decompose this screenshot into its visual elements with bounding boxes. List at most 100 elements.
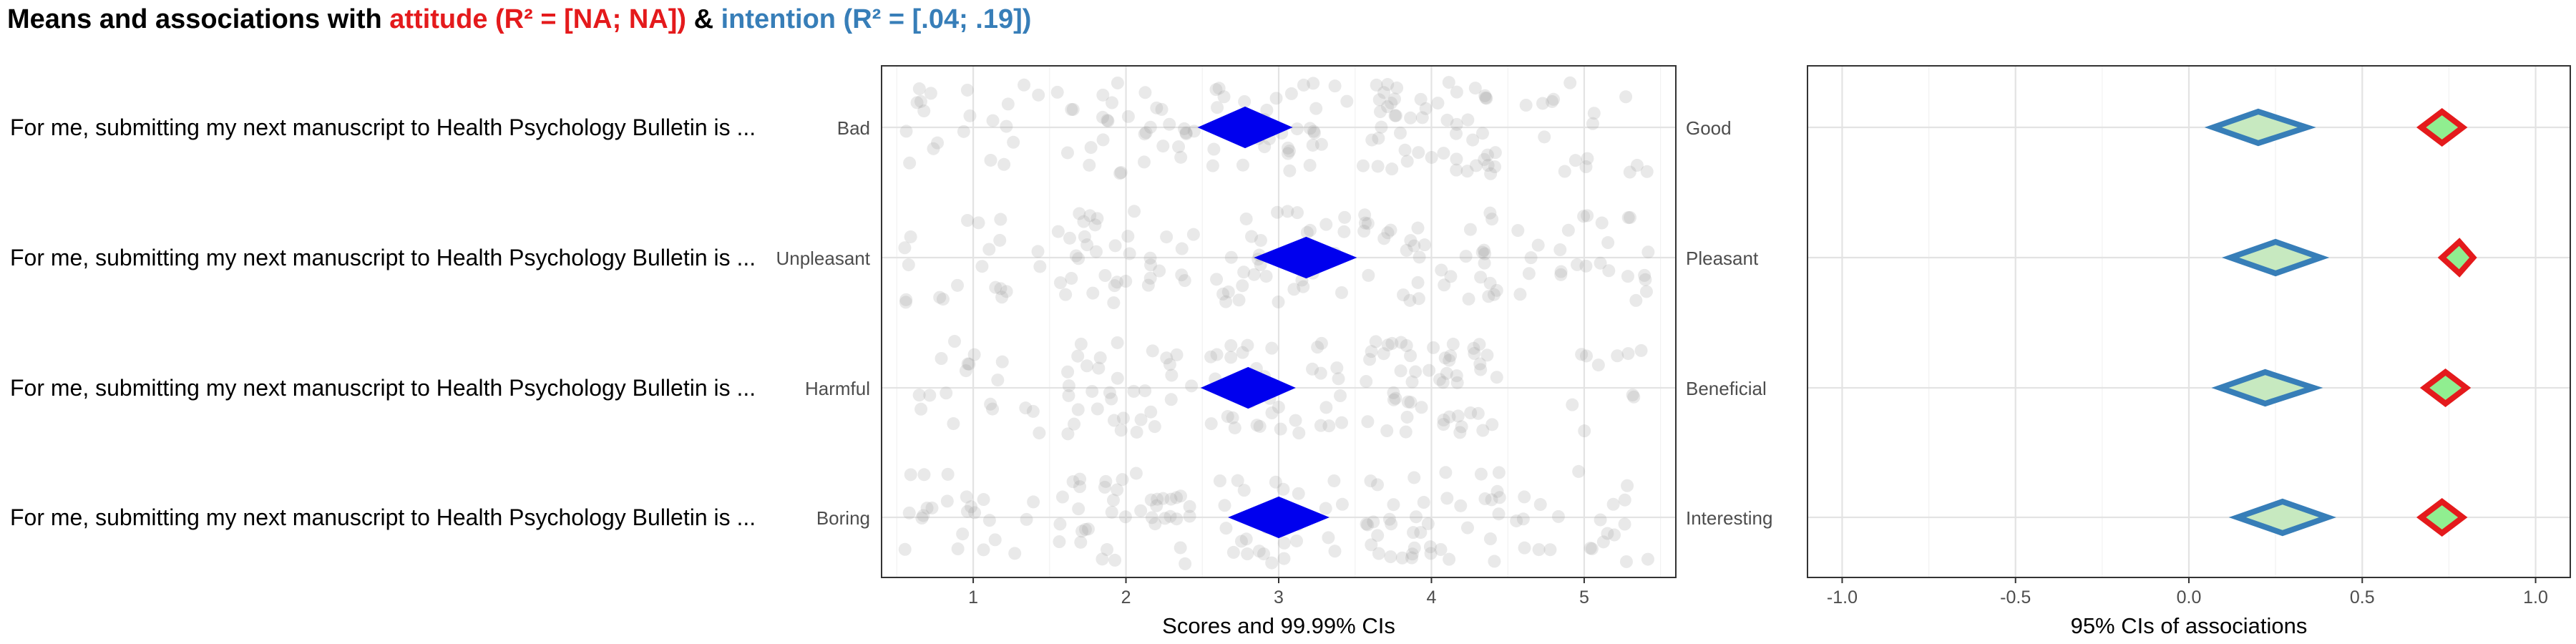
data-point (1579, 259, 1593, 273)
data-point (1074, 337, 1088, 351)
data-point (1074, 535, 1088, 549)
data-point (1453, 426, 1467, 439)
data-point (1032, 88, 1045, 102)
data-point (1407, 471, 1421, 484)
data-point (1292, 487, 1305, 500)
data-point (1460, 165, 1474, 178)
data-point (1563, 76, 1577, 89)
data-point (1335, 497, 1349, 511)
data-point (1365, 345, 1378, 358)
data-point (1531, 238, 1545, 252)
data-point (1471, 406, 1485, 420)
data-point (1394, 364, 1407, 378)
data-point (1138, 384, 1152, 398)
data-point (1411, 221, 1425, 235)
data-point (1450, 369, 1463, 383)
data-point (988, 533, 1002, 547)
data-point (1055, 490, 1069, 504)
data-point (1281, 205, 1294, 218)
data-point (1061, 365, 1075, 379)
data-point (1511, 224, 1525, 238)
data-point (1019, 401, 1033, 415)
data-point (1491, 484, 1504, 498)
data-point (1179, 557, 1192, 570)
data-point (1241, 338, 1254, 352)
data-point (1377, 86, 1391, 99)
data-point (1371, 160, 1385, 173)
data-point (1300, 225, 1314, 239)
data-point (962, 357, 976, 371)
data-point (1387, 393, 1400, 406)
data-point (1093, 351, 1107, 365)
data-point (1083, 209, 1097, 223)
data-point (989, 280, 1002, 294)
data-point (1218, 499, 1231, 512)
data-point (1116, 473, 1129, 487)
data-point (1444, 270, 1458, 283)
data-point (1621, 211, 1635, 225)
data-point (1480, 348, 1494, 362)
data-point (1128, 205, 1141, 218)
data-point (1183, 509, 1196, 523)
data-point (1185, 379, 1199, 393)
data-point (1451, 409, 1465, 423)
data-point (1314, 137, 1328, 151)
data-point (1480, 92, 1493, 105)
data-point (1155, 102, 1169, 116)
data-point (1404, 349, 1418, 363)
data-point (1365, 538, 1378, 552)
data-point (1488, 555, 1501, 568)
data-point (1374, 105, 1387, 119)
data-point (1241, 547, 1254, 561)
data-point (1206, 159, 1219, 172)
data-point (1031, 245, 1045, 258)
data-point (1459, 250, 1473, 263)
data-point (1219, 295, 1233, 308)
data-point (963, 109, 977, 122)
data-point (1239, 532, 1253, 546)
data-point (1062, 389, 1075, 402)
data-point (1585, 542, 1599, 555)
data-point (1174, 489, 1188, 503)
data-point (1306, 138, 1319, 152)
data-point (1179, 127, 1193, 140)
data-point (1627, 390, 1641, 404)
data-point (1098, 480, 1111, 494)
data-point (1364, 474, 1377, 488)
data-point (1080, 238, 1094, 252)
data-point (899, 125, 913, 138)
data-point (1303, 122, 1317, 135)
data-point (1170, 348, 1184, 361)
data-point (1118, 510, 1132, 524)
data-point (1332, 372, 1345, 386)
data-point (1060, 146, 1074, 160)
data-point (1073, 480, 1087, 494)
x-tick-label: 5 (1579, 587, 1589, 608)
data-point (1053, 276, 1067, 290)
data-point (1065, 271, 1078, 285)
data-point (1568, 154, 1582, 167)
data-point (1151, 492, 1164, 506)
item-label: For me, submitting my next manuscript to… (10, 114, 756, 140)
data-point (1443, 410, 1456, 424)
data-point (1210, 273, 1224, 286)
data-point (1224, 338, 1238, 352)
data-point (927, 142, 940, 155)
data-point (1250, 419, 1264, 432)
data-point (1591, 358, 1605, 372)
data-point (1156, 140, 1170, 153)
data-point (961, 214, 975, 228)
data-point (1532, 543, 1546, 557)
data-point (1137, 155, 1151, 169)
data-point (1160, 230, 1174, 244)
data-point (1066, 475, 1080, 489)
data-point (1446, 337, 1460, 351)
x-tick-label: 4 (1427, 587, 1437, 608)
data-point (1277, 552, 1291, 565)
data-point (1204, 350, 1218, 364)
data-point (1121, 109, 1135, 123)
data-point (1106, 494, 1120, 507)
data-point (1435, 263, 1448, 277)
data-point (1361, 415, 1375, 429)
scores-panel: 1 2 3 4 5 Scores and 99.99% CIs (881, 65, 1677, 638)
